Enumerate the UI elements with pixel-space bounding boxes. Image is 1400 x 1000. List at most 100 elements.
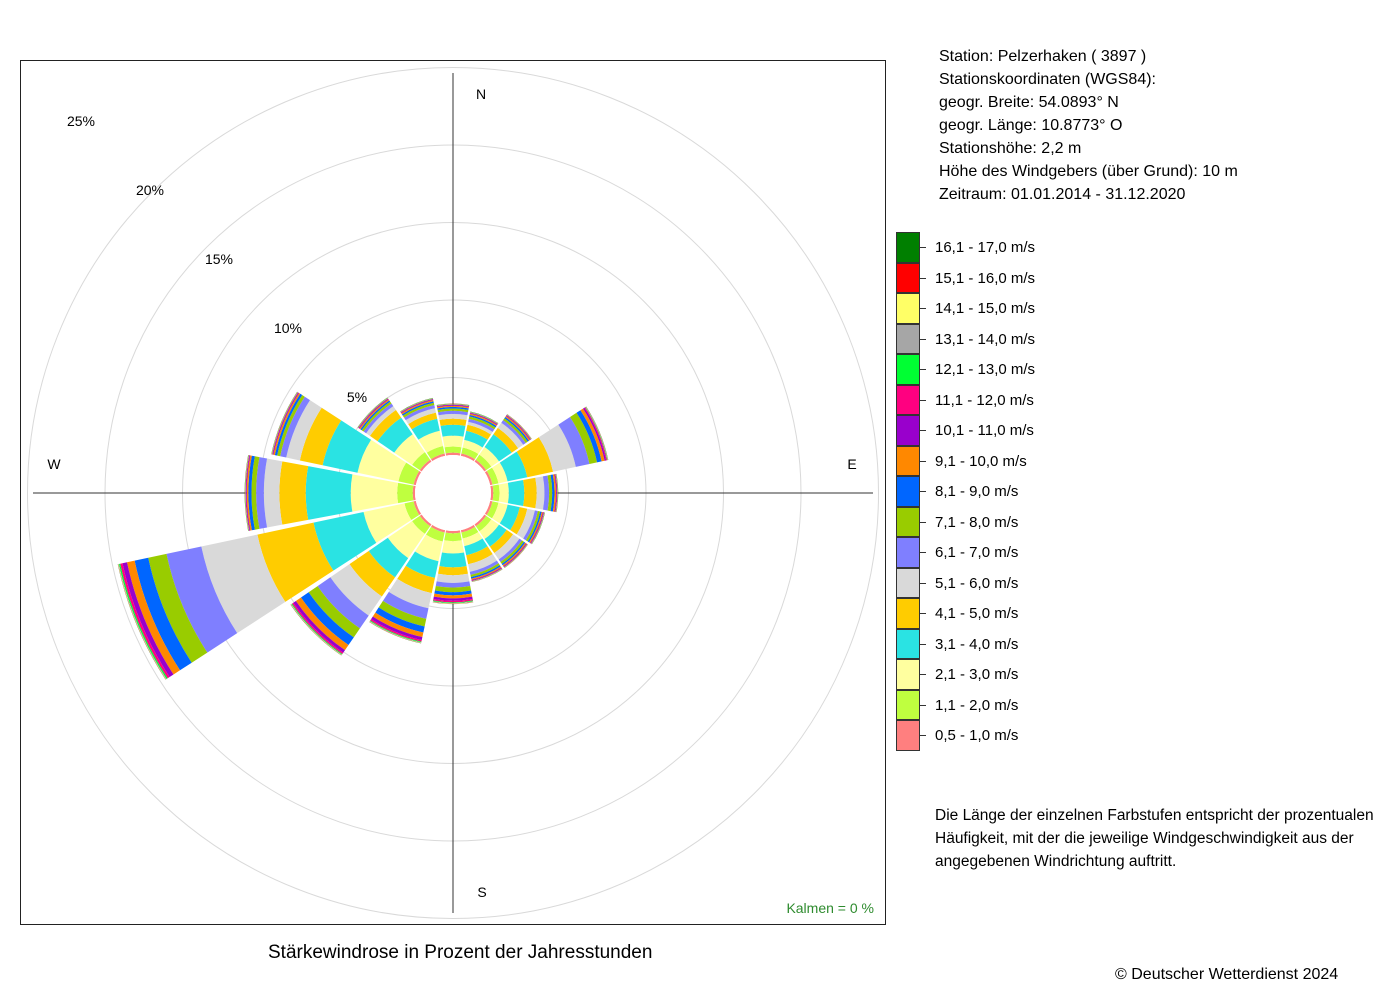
- legend-tick: [920, 308, 926, 309]
- sector-s-band-12: [432, 600, 474, 604]
- legend-swatch: [896, 262, 920, 293]
- sector-ssw-band-11: [370, 619, 422, 642]
- sector-ono-band-9: [580, 408, 605, 462]
- sector-wsw-band-6: [166, 546, 238, 653]
- chart-labels: N E S W 5% 10% 15% 20% 25% Kalmen = 0 %: [47, 86, 874, 916]
- sector-n-band-12: [436, 404, 470, 406]
- sector-s-band-13: [432, 601, 474, 604]
- sector-nw-band-0: [419, 459, 432, 472]
- radial-tick-25: 25%: [67, 113, 95, 129]
- sector-n-band-14: [436, 403, 470, 406]
- sector-n-band-7: [437, 408, 469, 413]
- legend-swatch: [896, 628, 920, 659]
- sector-s-band-7: [434, 585, 472, 593]
- sector-w-band-3: [305, 466, 353, 520]
- legend-tick: [920, 643, 926, 645]
- sector-ssw-band-2: [415, 534, 443, 562]
- sector-s-band-4: [438, 566, 468, 576]
- sector-o-band-10: [554, 474, 557, 512]
- legend-tick: [920, 277, 926, 279]
- sector-no-band-8: [504, 416, 530, 442]
- sector-n-band-0: [445, 452, 461, 456]
- sector-nno-band-10: [469, 412, 498, 425]
- sector-wnw-band-4: [299, 407, 342, 466]
- sector-nno-band-6: [468, 418, 495, 432]
- sector-ssw-band-7: [378, 600, 427, 627]
- sector-o-band-13: [555, 473, 558, 513]
- legend-tick: [920, 369, 926, 370]
- legend-tick: [920, 552, 926, 553]
- legend-swatch: [896, 232, 920, 263]
- legend-label: 10,1 - 11,0 m/s: [935, 422, 1034, 439]
- sector-sw-band-6: [317, 577, 369, 629]
- sector-nw-band-6: [363, 403, 394, 434]
- radial-tick-10: 10%: [274, 320, 302, 336]
- sector-oso-band-8: [527, 511, 542, 543]
- sector-wnw-band-5: [286, 400, 322, 461]
- legend-swatch: [896, 445, 920, 476]
- sector-nw-band-8: [360, 400, 391, 431]
- station-longitude: geogr. Länge: 10.8773° O: [939, 117, 1123, 134]
- sector-nw-band-1: [412, 452, 431, 471]
- legend-label: 3,1 - 4,0 m/s: [935, 635, 1019, 653]
- sector-n-band-15: [436, 403, 470, 406]
- sector-so-band-0: [474, 514, 487, 527]
- center-hole: [415, 455, 491, 531]
- sector-w-band-4: [279, 461, 309, 525]
- sector-o-band-1: [492, 484, 500, 502]
- sector-nno-band-2: [462, 439, 483, 454]
- sector-o-band-3: [507, 480, 525, 506]
- legend-label: 12,1 - 13,0 m/s: [935, 361, 1036, 378]
- sector-n-band-1: [444, 446, 462, 454]
- sector-o-band-6: [542, 475, 550, 511]
- sector-sso-band-3: [464, 538, 488, 556]
- sector-ssw-band-10: [371, 616, 423, 641]
- sector-s-band-15: [432, 601, 474, 605]
- sector-nno-band-8: [469, 414, 497, 428]
- center-hole-circle: [415, 455, 491, 531]
- sector-ono-band-8: [576, 410, 602, 463]
- sector-ssw-band-0: [431, 524, 446, 533]
- sector-wnw-band-0: [413, 471, 422, 486]
- sector-oso-band-10: [530, 512, 544, 544]
- sector-ssw-band-1: [425, 526, 445, 542]
- radial-tick-20: 20%: [136, 182, 164, 198]
- legend-swatch: [896, 293, 920, 324]
- legend-swatch: [896, 506, 920, 537]
- legend-swatch: [896, 384, 920, 415]
- legend-tick: [920, 521, 926, 523]
- legend-item: 1,1 - 2,0 m/s: [896, 689, 1116, 720]
- sector-nno-band-3: [464, 430, 488, 448]
- sector-wnw-band-7: [277, 395, 305, 457]
- sector-no-band-5: [497, 422, 524, 449]
- legend-label: 2,1 - 3,0 m/s: [935, 666, 1019, 683]
- sector-wsw-band-1: [404, 501, 420, 521]
- sector-nw-band-4: [369, 409, 402, 442]
- chart-title: Stärkewindrose in Prozent der Jahresstun…: [268, 942, 653, 963]
- sector-so-band-5: [494, 534, 520, 560]
- grid-circle: [27, 67, 879, 919]
- sector-wnw-band-2: [357, 439, 407, 482]
- sector-oso-band-0: [484, 500, 493, 515]
- sector-nnw-band-1: [426, 445, 445, 460]
- sector-nw-band-5: [366, 406, 396, 436]
- sector-so-band-8: [501, 541, 526, 566]
- sector-w-band-16: [244, 455, 249, 531]
- legend-swatch: [896, 598, 920, 629]
- legend-tick: [920, 704, 926, 706]
- radial-tick-5: 5%: [347, 389, 367, 405]
- legend-item: 9,1 - 10,0 m/s: [896, 445, 1116, 476]
- anemometer-height: Höhe des Windgebers (über Grund): 10 m: [939, 163, 1238, 180]
- sector-w-band-2: [350, 474, 399, 512]
- sector-nno-band-7: [468, 416, 496, 430]
- sector-no-band-6: [501, 420, 526, 445]
- station-name: Station: Pelzerhaken ( 3897 ): [939, 48, 1147, 65]
- sector-w-band-15: [244, 455, 249, 531]
- legend-label: 11,1 - 12,0 m/s: [935, 391, 1034, 409]
- legend-tick: [920, 247, 926, 248]
- sector-wsw-band-0: [413, 500, 422, 515]
- legend-explanation: Die Länge der einzelnen Farbstufen entsp…: [935, 807, 1374, 870]
- sector-ono-band-6: [558, 417, 590, 467]
- wind-sectors: [117, 391, 609, 680]
